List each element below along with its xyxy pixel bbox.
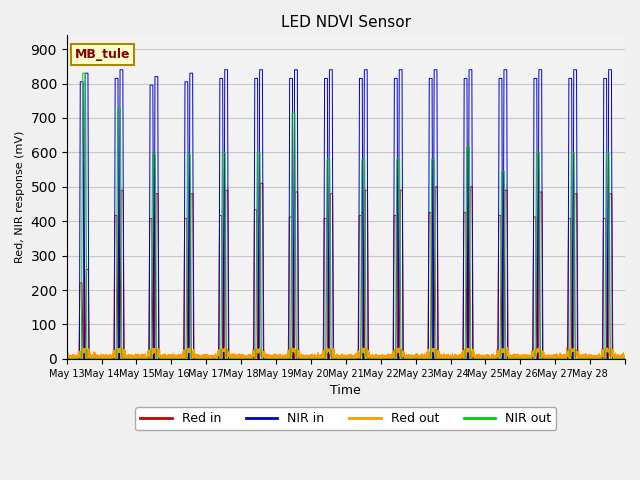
Red out — [418, 355, 426, 360]
NIR in — [418, 356, 426, 362]
NIR in — [393, 75, 401, 81]
NIR out — [63, 356, 70, 362]
NIR out — [79, 70, 86, 76]
NIR in — [265, 356, 273, 362]
Red out — [91, 354, 99, 360]
NIR out — [91, 356, 99, 362]
Line: NIR in: NIR in — [67, 70, 625, 359]
Red in — [393, 356, 401, 362]
Red out — [477, 355, 484, 360]
Red out — [265, 354, 273, 360]
Red out — [226, 356, 234, 362]
Red out — [563, 344, 570, 350]
Line: Red in: Red in — [67, 183, 625, 359]
Line: Red out: Red out — [67, 347, 625, 359]
X-axis label: Time: Time — [330, 384, 361, 397]
NIR out — [265, 356, 273, 362]
NIR in — [91, 356, 99, 362]
NIR out — [418, 356, 426, 362]
Y-axis label: Red, NIR response (mV): Red, NIR response (mV) — [15, 131, 25, 264]
Red out — [63, 355, 70, 360]
Red out — [393, 348, 401, 354]
Red in — [621, 356, 629, 362]
Text: MB_tule: MB_tule — [75, 48, 131, 61]
Red in — [91, 356, 99, 362]
NIR in — [507, 356, 515, 362]
NIR in — [477, 356, 484, 362]
Red in — [507, 356, 515, 362]
Title: LED NDVI Sensor: LED NDVI Sensor — [281, 15, 411, 30]
Red out — [507, 354, 515, 360]
Legend: Red in, NIR in, Red out, NIR out: Red in, NIR in, Red out, NIR out — [135, 407, 556, 430]
Red in — [257, 180, 264, 186]
Red in — [265, 356, 273, 362]
Red out — [621, 353, 629, 359]
Red in — [63, 356, 70, 362]
NIR in — [63, 356, 70, 362]
NIR out — [507, 356, 515, 362]
Red in — [477, 356, 484, 362]
NIR in — [116, 67, 124, 72]
NIR out — [393, 156, 401, 162]
Line: NIR out: NIR out — [67, 73, 625, 359]
NIR out — [477, 356, 484, 362]
Red in — [418, 356, 426, 362]
NIR in — [621, 356, 629, 362]
NIR out — [621, 356, 629, 362]
